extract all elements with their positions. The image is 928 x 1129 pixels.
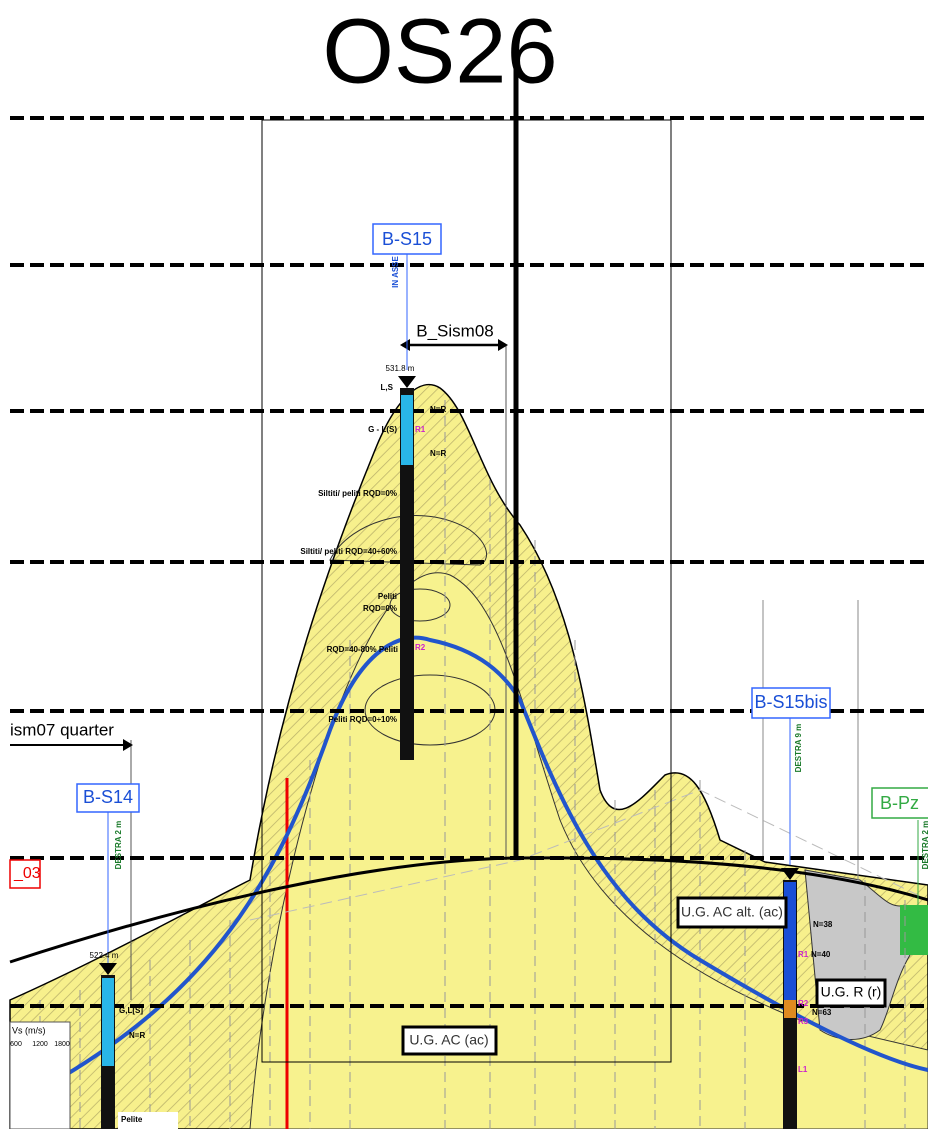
vs-chart-text: 1800: [54, 1041, 70, 1048]
borehole-note: N=R: [430, 405, 446, 414]
unit-label: U.G. AC (ac): [409, 1032, 488, 1048]
borehole-offset: DESTRA 2 m: [921, 821, 928, 870]
borehole-note: N=38: [813, 920, 833, 929]
vs-chart-text: Vs (m/s): [12, 1025, 46, 1035]
sheet-ref: _03: [13, 865, 41, 882]
borehole-label: B-S14: [83, 787, 133, 807]
borehole-note: RQD=40-80% Peliti: [327, 645, 398, 654]
vs-chart-text: 600: [10, 1041, 22, 1048]
vs-chart-text: 1200: [32, 1041, 48, 1048]
borehole-top: [401, 395, 413, 465]
lens: [390, 589, 450, 621]
borehole-note: N=R: [129, 1031, 145, 1040]
previous-section: ism07 quarter: [10, 720, 114, 739]
borehole-note: L,S: [381, 383, 394, 392]
borehole-elevation: 522.4 m: [90, 951, 119, 960]
borehole-note: Peliti RQD=0÷10%: [328, 715, 397, 724]
borehole-note: R2: [798, 999, 809, 1008]
borehole-note: R1: [798, 950, 809, 959]
borehole-note: Peliti: [378, 592, 397, 601]
borehole-offset: DESTRA 2 m: [114, 821, 123, 870]
borehole-note: Pelite: [121, 1115, 143, 1124]
borehole-offset: IN ASSE: [391, 255, 400, 287]
borehole-note: RQD=0%: [363, 604, 397, 613]
vs-chart: [10, 1022, 70, 1129]
borehole-offset: DESTRA 9 m: [794, 724, 803, 773]
borehole-note: N=R: [430, 449, 446, 458]
borehole-label: B-S15: [382, 229, 432, 249]
borehole-note: N=40: [811, 950, 831, 959]
borehole-note: R1: [415, 425, 426, 434]
section-drawing: OS26 B_Sism08 ism07 quarter _03 B-S15 IN ASSE…: [0, 0, 928, 1129]
borehole-top: [102, 978, 114, 1066]
borehole-note: L1: [798, 1065, 808, 1074]
unit-label: U.G. AC alt. (ac): [681, 904, 783, 920]
borehole-note: R2: [415, 643, 426, 652]
section-label: B_Sism08: [416, 321, 493, 340]
borehole-note: G - L(S): [368, 425, 397, 434]
borehole-note: Siltiti/ peliti RQD=40÷60%: [300, 547, 397, 556]
borehole-label: B-Pz: [880, 793, 919, 813]
borehole-note: Siltiti/ peliti RQD=0%: [318, 489, 397, 498]
borehole-label: B-S15bis: [754, 692, 827, 712]
unit-label: U.G. R (r): [821, 984, 882, 1000]
borehole-elevation: 531.8 m: [386, 364, 415, 373]
borehole-sample: [784, 1000, 796, 1018]
borehole-note: G,L[S]: [119, 1006, 143, 1015]
green-block: [900, 905, 928, 955]
borehole-note: R3: [798, 1017, 809, 1026]
section-title: OS26: [322, 0, 557, 102]
borehole-note: N=63: [812, 1008, 832, 1017]
